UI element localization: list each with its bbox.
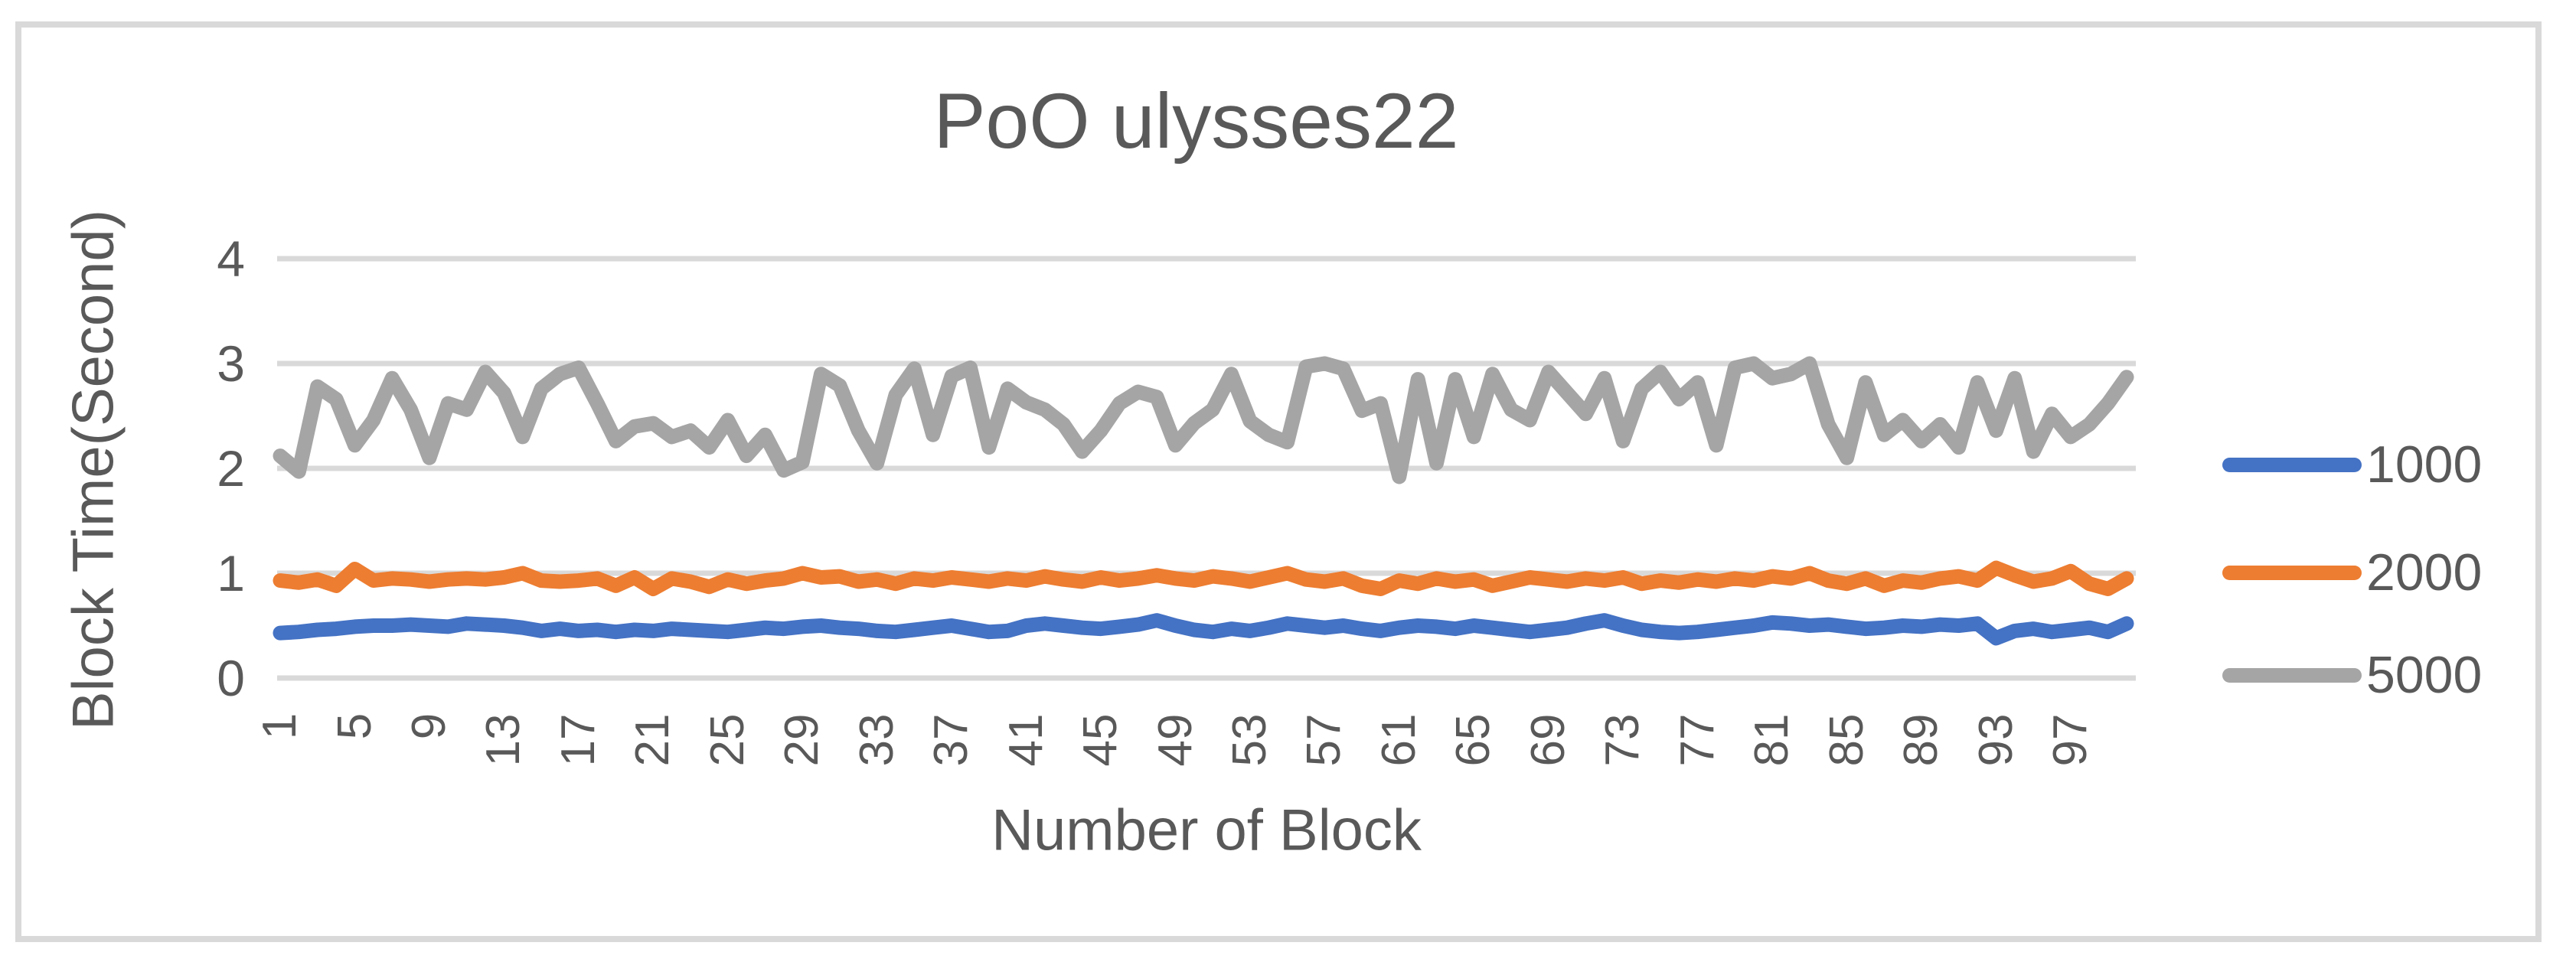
x-tick-label-13: 13	[477, 713, 531, 766]
legend-item-1000[interactable]: 1000	[2222, 435, 2483, 494]
legend-item-5000[interactable]: 5000	[2222, 646, 2483, 704]
x-tick-label-69: 69	[1521, 713, 1575, 766]
x-tick-label-41: 41	[999, 713, 1053, 766]
x-tick-label-61: 61	[1372, 713, 1425, 766]
series-line-2000[interactable]	[273, 560, 2134, 596]
chart-frame	[15, 21, 2542, 942]
x-tick-label-53: 53	[1223, 713, 1276, 766]
y-tick-label-3: 3	[217, 335, 245, 392]
x-tick-label-85: 85	[1820, 713, 1873, 766]
x-tick-label-9: 9	[402, 712, 455, 740]
y-tick-label-4: 4	[217, 230, 245, 287]
x-tick-label-1: 1	[253, 712, 306, 740]
y-tick-label-2: 2	[217, 440, 245, 497]
x-tick-label-65: 65	[1447, 713, 1500, 766]
x-tick-label-17: 17	[551, 713, 605, 766]
legend-line-icon-2000	[2222, 565, 2362, 580]
x-tick-label-37: 37	[925, 713, 978, 766]
y-tick-label-1: 1	[217, 545, 245, 602]
series-line-5000[interactable]	[273, 356, 2134, 484]
legend-item-2000[interactable]: 2000	[2222, 543, 2483, 602]
legend-line-icon-5000	[2222, 667, 2362, 683]
x-axis-title: Number of Block	[991, 797, 1422, 863]
x-tick-label-21: 21	[626, 713, 680, 766]
y-tick-label-0: 0	[217, 650, 245, 706]
x-tick-label-49: 49	[1148, 713, 1202, 766]
legend-label-2000: 2000	[2366, 543, 2483, 602]
x-tick-label-57: 57	[1298, 713, 1351, 766]
x-tick-label-45: 45	[1074, 713, 1127, 766]
x-tick-label-81: 81	[1745, 713, 1799, 766]
legend-line-icon-1000	[2222, 457, 2362, 472]
legend-label-5000: 5000	[2366, 646, 2483, 704]
chart-title: PoO ulysses22	[933, 77, 1459, 165]
x-tick-label-73: 73	[1596, 713, 1650, 766]
x-tick-label-33: 33	[850, 713, 903, 766]
x-tick-label-97: 97	[2043, 713, 2097, 766]
x-tick-label-89: 89	[1895, 713, 1948, 766]
x-tick-label-29: 29	[775, 713, 829, 766]
x-tick-label-5: 5	[328, 712, 381, 740]
x-tick-label-93: 93	[1969, 713, 2023, 766]
y-axis-title: Block Time(Second)	[60, 209, 126, 731]
x-tick-label-77: 77	[1670, 713, 1724, 766]
x-tick-label-25: 25	[700, 713, 754, 766]
legend-label-1000: 1000	[2366, 435, 2483, 494]
series-line-1000[interactable]	[273, 613, 2134, 646]
